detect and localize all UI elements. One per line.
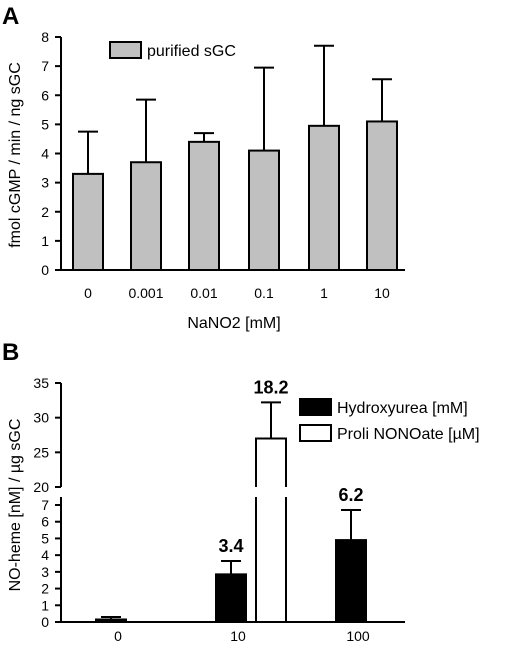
panel-a-bar xyxy=(308,124,340,271)
panel-a-bar xyxy=(72,172,104,271)
panel-a-y-axis-title: fmol cGMP / min / ng sGC xyxy=(7,62,24,248)
panel-a-y-ticks: 0 1 2 3 4 5 6 7 8 xyxy=(41,29,61,278)
panel-b-y-tick-label: 2 xyxy=(41,581,49,597)
panel-a-x-tick-label: 0.1 xyxy=(254,285,274,301)
panel-a-bar xyxy=(188,140,220,271)
legend-swatch-purified-sgc xyxy=(109,41,142,59)
panel-a-bar xyxy=(130,161,162,271)
panel-a-y-tick-label: 7 xyxy=(41,58,49,74)
panel-a-x-tick-label: 0.01 xyxy=(190,285,217,301)
panel-b-x-tick-label: 100 xyxy=(346,628,370,644)
legend-label-proli-nonoate: Proli NONOate [µM] xyxy=(337,426,480,443)
panel-b-y-tick-label: 0 xyxy=(41,614,49,630)
legend-label-purified-sgc: purified sGC xyxy=(147,43,236,60)
panel-b-y-tick-label: 20 xyxy=(33,479,49,495)
panel-b-y-tick-label: 4 xyxy=(41,547,49,563)
panel-a-x-axis-title: NaNO2 [mM] xyxy=(187,315,280,332)
panel-a-y-tick-label: 6 xyxy=(41,87,49,103)
panel-b-legend: Hydroxyurea [mM] Proli NONOate [µM] xyxy=(299,398,480,443)
panel-a-y-tick-label: 5 xyxy=(41,116,49,132)
panel-b-y-tick-label: 7 xyxy=(41,497,49,513)
panel-b-y-tick-label: 3 xyxy=(41,564,49,580)
panel-a-y-tick-label: 0 xyxy=(41,262,49,278)
panel-a: A fmol cGMP / min / ng sGC NaNO2 [mM] 0 1… xyxy=(2,3,405,332)
legend-label-hydroxyurea: Hydroxyurea [mM] xyxy=(337,400,468,417)
panel-b-x-tick-label: 0 xyxy=(114,628,122,644)
panel-a-bars xyxy=(72,44,398,272)
panel-a-y-tick-label: 2 xyxy=(41,204,49,220)
panel-a-y-tick-label: 3 xyxy=(41,175,49,191)
panel-a-y-tick-label: 8 xyxy=(41,29,49,45)
panel-b-y-axis-title: NO-heme [nM] / µg sGC xyxy=(7,419,24,592)
legend-swatch-hydroxyurea xyxy=(299,398,332,416)
panel-b-data-label: 3.4 xyxy=(218,536,243,556)
panel-a-x-tick-label: 10 xyxy=(374,285,390,301)
panel-a-x-ticks: 0 0.001 0.01 0.1 1 10 xyxy=(84,285,390,301)
panel-b-y-tick-label: 1 xyxy=(41,597,49,613)
panel-b-x-tick-label: 10 xyxy=(230,628,246,644)
panel-b-y-tick-label: 35 xyxy=(33,375,49,391)
panel-a-y-tick-label: 1 xyxy=(41,233,49,249)
panel-a-legend: purified sGC xyxy=(109,41,236,60)
panel-b-x-ticks: 0 10 100 xyxy=(114,628,370,644)
panel-b-label: B xyxy=(2,339,19,366)
panel-b-y-tick-label: 30 xyxy=(33,410,49,426)
panel-b-bar-lower xyxy=(255,497,287,622)
panel-a-x-tick-label: 0.001 xyxy=(128,285,163,301)
panel-b-y-tick-label: 5 xyxy=(41,530,49,546)
panel-a-x-tick-label: 1 xyxy=(320,285,328,301)
panel-b-bar-upper xyxy=(255,437,287,487)
panel-b-data-label: 6.2 xyxy=(338,485,363,505)
panel-a-label: A xyxy=(2,3,19,30)
panel-a-bar xyxy=(248,149,280,271)
panel-b-bar xyxy=(335,539,367,623)
panel-a-bar xyxy=(366,120,398,272)
panel-b-y-tick-label: 25 xyxy=(33,444,49,460)
panel-b-data-label: 18.2 xyxy=(253,377,288,397)
panel-b: B NO-heme [nM] / µg sGC 0123456720253035… xyxy=(2,339,480,644)
panel-b-bar xyxy=(215,573,247,623)
panel-b-y-tick-label: 6 xyxy=(41,514,49,530)
panel-a-y-tick-label: 4 xyxy=(41,146,49,162)
panel-a-x-tick-label: 0 xyxy=(84,285,92,301)
legend-swatch-proli-nonoate xyxy=(299,424,332,442)
